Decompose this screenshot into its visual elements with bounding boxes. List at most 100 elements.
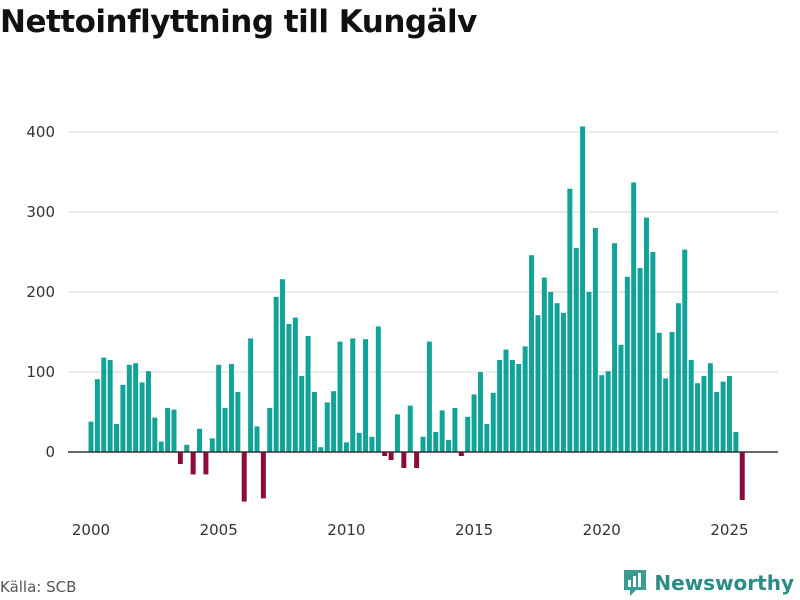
x-tick-label: 2010 (327, 521, 365, 539)
source-note: Källa: SCB (0, 578, 77, 596)
bar (701, 376, 707, 452)
bar (675, 303, 681, 452)
bar (554, 303, 560, 452)
bar (388, 452, 394, 460)
x-tick-label: 2015 (455, 521, 493, 539)
bar (599, 375, 605, 452)
x-axis-ticks: 2000 2005 2010 2015 2020 2025 (72, 521, 749, 539)
bar (414, 452, 420, 468)
bar (133, 363, 139, 452)
brand-logo: Newsworthy (622, 568, 794, 598)
bar (714, 392, 720, 452)
bar (637, 268, 643, 452)
bar (203, 452, 209, 475)
x-tick-label: 2025 (710, 521, 748, 539)
bar (663, 378, 669, 452)
bar (184, 444, 190, 452)
bar (407, 405, 413, 452)
bar (101, 357, 107, 452)
bar (177, 452, 183, 464)
bar (126, 364, 132, 452)
bar (503, 349, 509, 452)
bar (726, 376, 732, 452)
bar (114, 424, 120, 452)
bar (305, 336, 311, 452)
bar (120, 384, 126, 452)
bar (350, 338, 356, 452)
bar (165, 408, 171, 452)
bar (311, 392, 317, 452)
bar (363, 339, 369, 452)
bar (516, 364, 522, 452)
bar (580, 126, 586, 453)
bar (682, 249, 688, 452)
y-tick-label: 100 (26, 363, 55, 381)
bar (669, 332, 675, 452)
bar (209, 438, 215, 452)
bar (260, 452, 266, 499)
y-tick-label: 300 (26, 203, 55, 221)
bar (458, 452, 464, 456)
x-tick-label: 2020 (583, 521, 621, 539)
bar (197, 428, 203, 452)
y-axis-ticks: 0 100 200 300 400 (26, 123, 55, 461)
bar (650, 252, 656, 452)
bar (535, 315, 541, 452)
bar (522, 346, 528, 452)
x-tick-label: 2005 (200, 521, 238, 539)
bar (612, 243, 618, 452)
bar (465, 416, 471, 452)
bar (273, 296, 279, 452)
y-tick-label: 200 (26, 283, 55, 301)
bar (560, 312, 566, 452)
bar (624, 276, 630, 452)
bar (343, 442, 349, 452)
bar (420, 436, 426, 452)
bar (509, 360, 515, 452)
bar (235, 392, 241, 452)
bar (497, 360, 503, 452)
bar (401, 452, 407, 468)
bar (254, 426, 260, 452)
bar (490, 392, 496, 452)
bar (318, 447, 324, 452)
bar (88, 421, 94, 452)
bar (656, 332, 662, 452)
x-tick-label: 2000 (72, 521, 110, 539)
bar (280, 279, 286, 452)
bar (446, 440, 452, 452)
bar (267, 408, 273, 452)
y-tick-label: 0 (45, 443, 55, 461)
bar (190, 452, 196, 475)
bar (452, 408, 458, 452)
bar (145, 371, 151, 452)
bar (171, 409, 177, 452)
bar (139, 382, 145, 452)
bar (592, 228, 598, 452)
bar (382, 452, 388, 456)
bar (695, 383, 701, 452)
bar (643, 217, 649, 452)
bar (586, 292, 592, 452)
bar (216, 364, 222, 452)
bar (471, 394, 477, 452)
bar (529, 255, 535, 452)
bar (356, 432, 362, 452)
bar (433, 432, 439, 452)
bar (331, 391, 337, 452)
bar (394, 414, 400, 452)
bar (426, 341, 432, 452)
bar (228, 364, 234, 452)
bar (631, 182, 637, 452)
bar (158, 441, 164, 452)
bar (222, 408, 228, 452)
bars (88, 126, 745, 502)
bar (248, 338, 254, 452)
bar-chart: 0 100 200 300 400 2000 2005 2010 2015 2020 2025 (26, 123, 778, 539)
newsworthy-logo-icon (624, 570, 647, 596)
bar (375, 326, 381, 452)
bar (707, 363, 713, 452)
bar (152, 417, 158, 452)
bar (573, 248, 579, 452)
brand-name: Newsworthy (654, 571, 794, 595)
